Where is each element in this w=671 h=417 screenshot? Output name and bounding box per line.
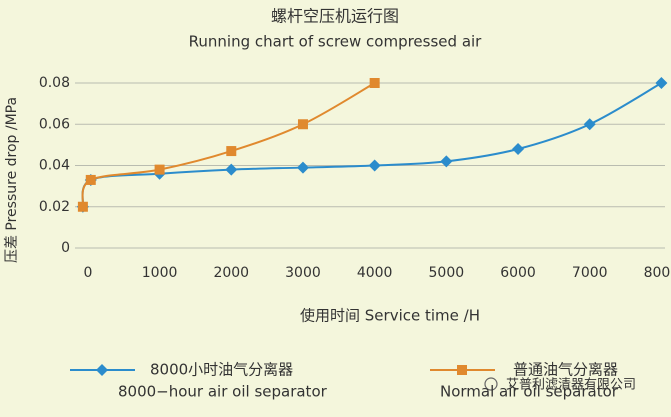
x-tick-label: 8000 [644,265,671,281]
data-point [583,118,596,131]
y-tick-label: 0 [61,240,70,256]
x-tick-label: 1000 [142,265,178,281]
data-point [368,159,381,172]
x-tick-label: 2000 [213,265,249,281]
legend-marker [457,365,467,375]
legend-sublabel: Normal air oil separator [440,383,619,401]
data-point [154,164,165,175]
data-point [512,143,525,155]
watermark-icon [484,377,498,391]
legend-marker [96,364,108,376]
y-axis-label: 压差 Pressure drop /MPa [4,97,20,263]
data-point [225,163,238,176]
legend-label: 8000小时油气分离器 [150,361,293,379]
data-point [226,146,237,157]
x-tick-label: 0 [83,265,92,281]
data-point [297,119,308,130]
series-line [81,82,376,208]
data-point [440,155,453,168]
y-tick-label: 0.06 [39,116,70,132]
legend-label: 普通油气分离器 [513,361,618,379]
legend-sublabel: 8000−hour air oil separator [118,383,328,401]
data-point [85,174,96,185]
data-point [77,201,88,212]
x-axis-label: 使用时间 Service time /H [300,307,480,325]
data-point [296,161,309,174]
x-tick-label: 7000 [572,265,608,281]
y-tick-label: 0.08 [39,75,70,91]
chart-subtitle: Running chart of screw compressed air [189,33,483,51]
data-point [369,78,380,88]
x-tick-label: 3000 [285,265,321,281]
chart-title: 螺杆空压机运行图 [271,7,399,26]
x-tick-label: 6000 [500,265,536,281]
x-tick-label: 5000 [429,265,465,281]
x-tick-label: 4000 [357,265,393,281]
y-tick-label: 0.02 [39,199,70,215]
series-line [81,82,662,208]
watermark: 艾普利滤清器有限公司 [506,378,636,393]
y-tick-label: 0.04 [39,158,70,174]
data-point [655,77,668,89]
